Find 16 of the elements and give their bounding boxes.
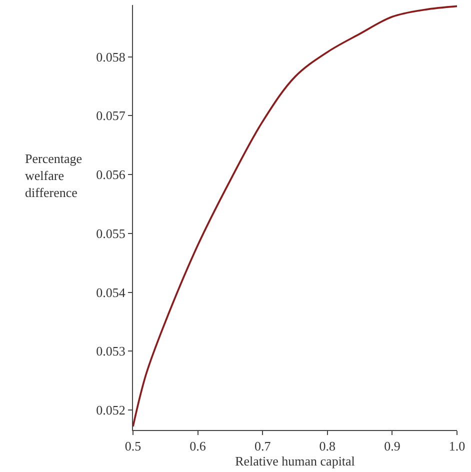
x-axis-title: Relative human capital <box>235 454 356 469</box>
y-tick-label: 0.053 <box>96 344 126 359</box>
x-tick-label: 0.9 <box>384 438 400 454</box>
y-tick-label: 0.056 <box>96 167 126 182</box>
x-tick-label: 0.6 <box>190 438 206 454</box>
line-series <box>133 5 457 428</box>
x-tick-label: 0.7 <box>254 438 272 454</box>
x-tick-label: 0.8 <box>319 438 336 454</box>
x-tick-label: 0.5 <box>124 438 142 454</box>
y-axis-title: Percentage welfare difference <box>25 151 82 200</box>
y-tick-label: 0.052 <box>96 402 126 418</box>
y-tick-label: 0.055 <box>96 226 126 241</box>
y-tick-label: 0.057 <box>96 108 126 124</box>
y-tick-label: 0.058 <box>96 49 126 64</box>
x-tick-label: 1.0 <box>448 438 466 454</box>
y-tick-label: 0.054 <box>96 284 126 300</box>
